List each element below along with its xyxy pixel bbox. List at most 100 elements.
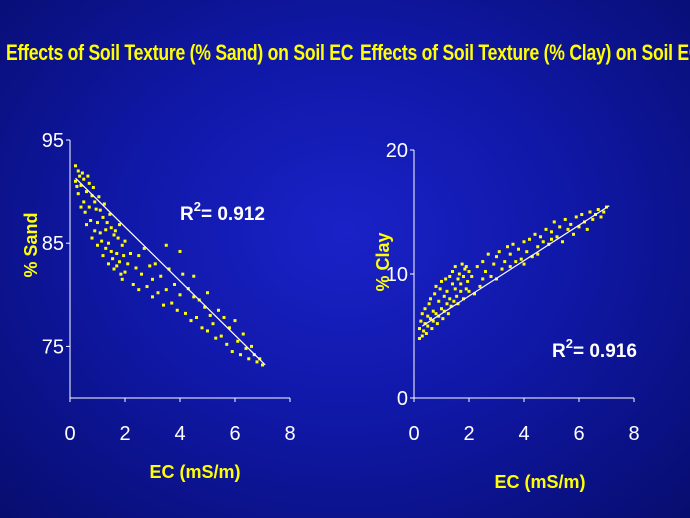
sand-x-tick-label: 8	[284, 423, 295, 445]
clay-data-point	[541, 240, 545, 244]
clay-data-point	[561, 240, 564, 244]
clay-data-point	[467, 270, 471, 274]
clay-data-point	[442, 309, 446, 313]
clay-data-point	[577, 225, 581, 229]
sand-data-point	[90, 194, 94, 198]
sand-data-point	[107, 241, 110, 245]
clay-data-point	[448, 274, 452, 278]
sand-data-point	[129, 252, 132, 256]
clay-data-point	[466, 279, 470, 283]
clay-data-point	[508, 252, 512, 256]
sand-data-point	[142, 246, 146, 250]
clay-data-point	[457, 272, 461, 276]
sand-data-point	[101, 254, 105, 258]
sand-data-point	[261, 363, 264, 367]
sand-data-point	[145, 285, 149, 289]
sand-data-point	[181, 272, 185, 276]
clay-data-point	[467, 289, 471, 293]
sand-data-point	[93, 229, 97, 233]
clay-x-axis-title: EC (mS/m)	[494, 472, 585, 492]
clay-data-point	[441, 317, 445, 321]
clay-data-point	[451, 270, 454, 274]
clay-data-point	[528, 237, 531, 241]
sand-data-point	[113, 229, 117, 233]
clay-x-tick-label: 2	[463, 423, 474, 445]
clay-data-point	[451, 282, 454, 286]
sand-data-point	[96, 221, 99, 225]
sand-data-point	[164, 288, 168, 292]
clay-data-point	[475, 265, 479, 269]
sand-x-axis-title: EC (mS/m)	[149, 462, 240, 482]
clay-data-point	[429, 297, 432, 301]
sand-r-sup: 2	[194, 199, 201, 214]
clay-data-point	[452, 299, 456, 303]
clay-data-point	[495, 255, 498, 259]
clay-data-point	[539, 235, 542, 239]
sand-data-point	[178, 249, 182, 253]
sand-data-point	[255, 360, 259, 364]
sand-data-point	[189, 319, 193, 323]
clay-data-point	[544, 227, 548, 231]
clay-data-point	[455, 294, 459, 298]
clay-data-point	[574, 215, 578, 219]
sand-data-point	[74, 164, 77, 168]
clay-data-point	[517, 247, 520, 251]
clay-data-point	[552, 220, 556, 224]
sand-data-point	[107, 262, 110, 266]
sand-data-point	[137, 254, 141, 258]
sand-data-point	[87, 205, 91, 209]
clay-data-point	[463, 267, 467, 271]
clay-data-point	[440, 307, 443, 311]
clay-data-point	[440, 279, 443, 283]
clay-data-point	[536, 252, 540, 256]
clay-data-point	[460, 262, 464, 266]
clay-data-point	[431, 319, 435, 323]
clay-data-point	[464, 265, 468, 269]
clay-data-point	[563, 217, 567, 221]
clay-data-point	[481, 277, 485, 281]
clay-data-point	[497, 250, 501, 254]
sand-data-point	[97, 195, 101, 199]
clay-data-point	[511, 242, 515, 246]
sand-data-point	[228, 326, 231, 330]
sand-data-point	[219, 334, 223, 338]
sand-data-point	[82, 200, 86, 204]
clay-data-point	[453, 265, 457, 269]
clay-y-tick-label: 0	[397, 388, 408, 410]
sand-data-point	[233, 319, 237, 323]
sand-data-point	[203, 305, 207, 309]
sand-data-point	[170, 301, 174, 305]
clay-data-point	[459, 289, 463, 293]
sand-data-point	[90, 236, 94, 240]
sand-data-point	[74, 179, 77, 183]
sand-data-point	[83, 210, 87, 214]
sand-data-point	[85, 190, 88, 194]
clay-data-point	[555, 235, 559, 239]
sand-r-text: = 0.912	[201, 204, 265, 225]
clay-y-axis-title: % Clay	[373, 232, 393, 291]
sand-data-point	[137, 288, 141, 292]
sand-data-point	[195, 316, 198, 320]
sand-data-point	[105, 221, 109, 225]
sand-data-point	[98, 231, 102, 235]
sand-x-tick-label: 0	[64, 423, 75, 445]
sand-data-point	[85, 223, 88, 227]
sand-data-point	[164, 243, 168, 247]
sand-data-point	[109, 249, 113, 253]
clay-data-point	[435, 322, 439, 326]
sand-data-point	[82, 177, 86, 181]
sand-r-base: R	[180, 204, 194, 225]
sand-data-point	[112, 233, 116, 237]
sand-data-point	[151, 295, 154, 299]
clay-data-point	[419, 319, 423, 323]
clay-data-point	[506, 245, 509, 249]
sand-data-point	[225, 342, 229, 346]
clay-data-point	[456, 277, 460, 281]
clay-x-tick-label: 6	[573, 423, 584, 445]
clay-data-point	[522, 262, 526, 266]
clay-data-point	[519, 257, 523, 261]
clay-data-point	[429, 317, 432, 321]
clay-data-point	[599, 215, 603, 219]
clay-data-point	[437, 299, 441, 303]
